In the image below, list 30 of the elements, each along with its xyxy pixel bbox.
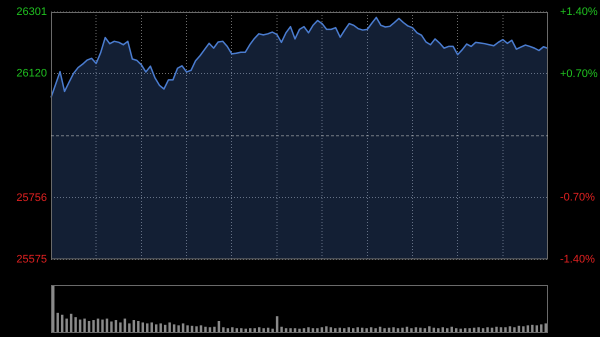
bar	[92, 320, 95, 333]
bar	[119, 322, 122, 333]
y2-tick-label: +0.70%	[560, 68, 598, 80]
y-tick-label: 26120	[16, 68, 47, 80]
bar	[110, 321, 113, 333]
bar	[70, 314, 72, 333]
bar	[60, 314, 64, 333]
bar	[83, 318, 86, 333]
y2-tick-label: +1.40%	[560, 6, 598, 18]
bar	[56, 312, 59, 333]
y-tick-label: 26301	[16, 6, 47, 18]
y-tick-label: 25756	[16, 192, 47, 204]
y2-tick-label: -0.70%	[560, 192, 596, 204]
bar	[276, 316, 278, 333]
y2-tick-label: -1.40%	[560, 253, 596, 266]
bar	[52, 285, 54, 333]
bar	[106, 318, 108, 333]
bar	[78, 320, 82, 333]
bar	[142, 322, 144, 333]
bar	[218, 321, 220, 333]
bar	[168, 322, 171, 333]
bar	[150, 322, 153, 333]
bar	[114, 320, 118, 333]
bar	[65, 318, 68, 333]
y-tick-label: 25575	[16, 253, 47, 266]
bar	[74, 317, 77, 333]
bar	[137, 321, 140, 333]
bar	[132, 320, 136, 333]
bar	[124, 318, 126, 333]
bar	[88, 321, 90, 333]
